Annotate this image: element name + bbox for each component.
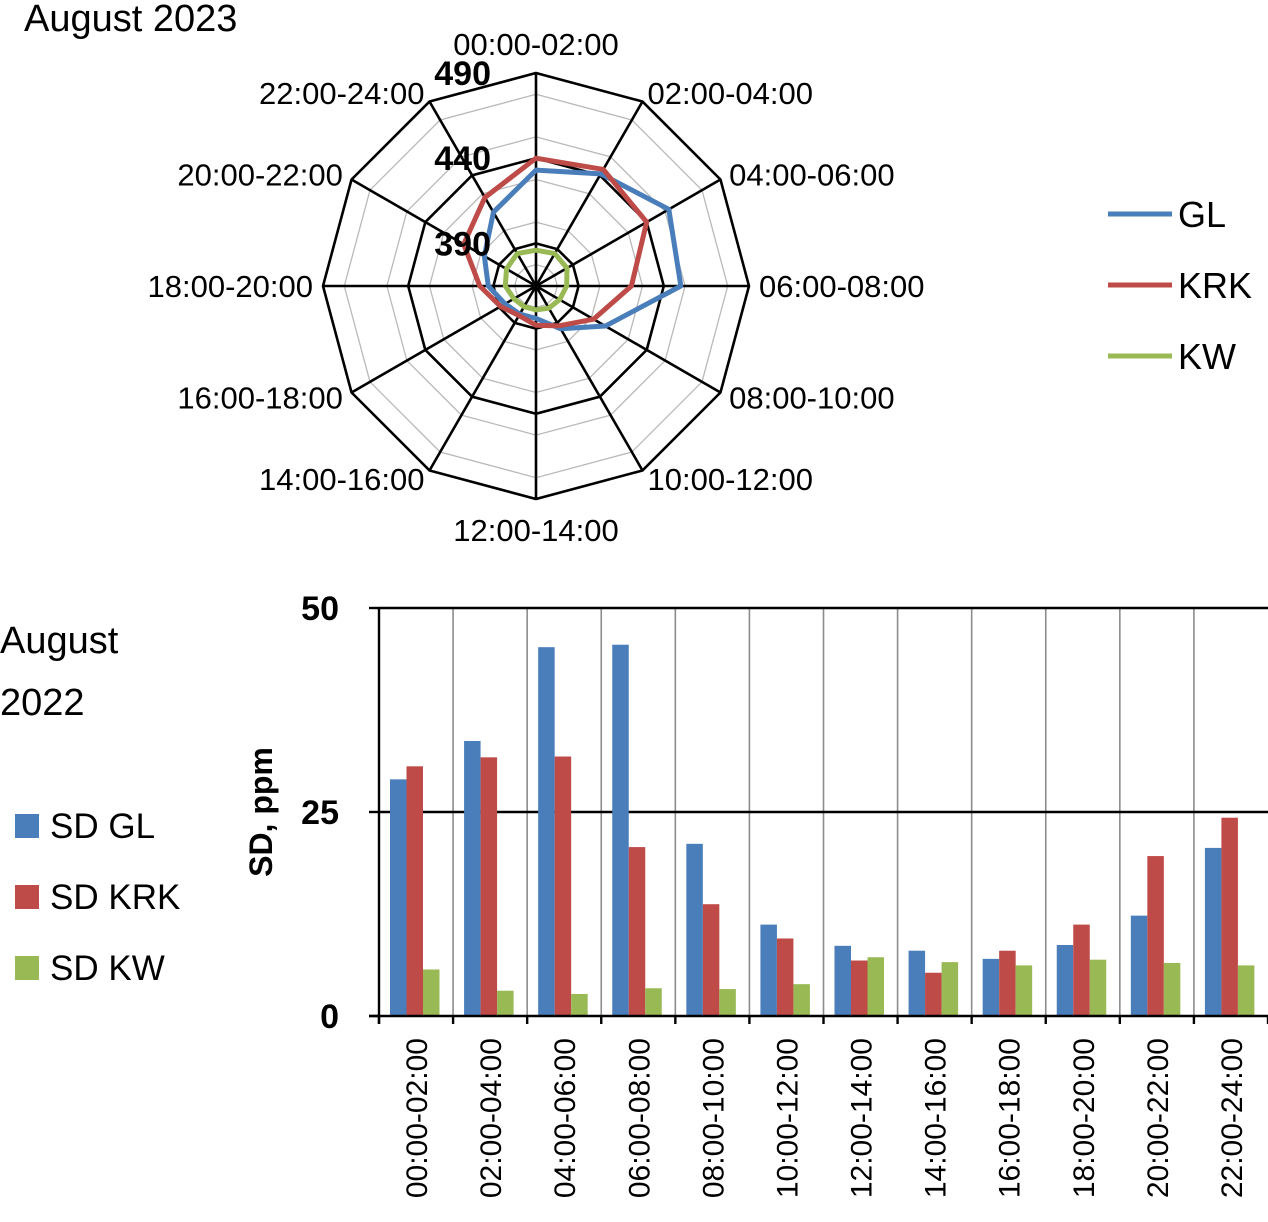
- bar: [793, 984, 810, 1016]
- bar: [941, 962, 959, 1016]
- bar: [390, 779, 407, 1016]
- bar: [1130, 915, 1148, 1016]
- bar-legend-label: SD GL: [50, 807, 155, 846]
- bar: [480, 757, 498, 1016]
- x-tick-label: 00:00-02:00: [401, 1038, 434, 1198]
- x-tick-label: 16:00-18:00: [994, 1038, 1027, 1198]
- radar-category-label: 20:00-22:00: [177, 158, 342, 193]
- bar: [1056, 945, 1074, 1016]
- y-tick-label: 25: [301, 794, 339, 832]
- x-tick-label: 12:00-14:00: [846, 1038, 879, 1198]
- radar-spoke: [534, 285, 644, 472]
- radar-spoke: [350, 284, 537, 394]
- bar: [925, 972, 942, 1016]
- x-tick-label: 22:00-24:00: [1216, 1038, 1249, 1198]
- radar-legend-label: KW: [1178, 336, 1236, 377]
- radar-series-line: [481, 167, 684, 332]
- bar: [571, 993, 588, 1016]
- bar: [908, 950, 926, 1016]
- bar-legend-label: SD KW: [50, 949, 165, 988]
- radar-spoke: [535, 284, 722, 394]
- bar-legend-swatch: [15, 885, 39, 909]
- bar: [406, 766, 423, 1016]
- bar: [497, 990, 514, 1016]
- bar: [554, 756, 572, 1016]
- bar: [1147, 856, 1164, 1016]
- x-tick-label: 20:00-22:00: [1142, 1038, 1175, 1198]
- radar-tick-label: 440: [434, 140, 491, 178]
- bar-legend-swatch: [15, 814, 39, 838]
- bar: [628, 847, 646, 1016]
- y-tick-label: 50: [301, 590, 339, 628]
- x-tick-label: 08:00-10:00: [697, 1038, 730, 1198]
- radar-chart-title: August 2023: [24, 0, 237, 40]
- x-tick-label: 06:00-08:00: [623, 1038, 656, 1198]
- bar: [851, 960, 868, 1016]
- bar: [686, 843, 703, 1016]
- radar-category-label: 06:00-08:00: [759, 269, 924, 304]
- y-tick-label: 0: [320, 998, 339, 1036]
- radar-category-label: 14:00-16:00: [259, 462, 424, 497]
- bar: [776, 938, 794, 1016]
- bar: [702, 904, 720, 1016]
- x-tick-label: 02:00-04:00: [475, 1038, 508, 1198]
- bar: [719, 989, 736, 1016]
- bar: [1089, 959, 1107, 1016]
- radar-legend-label: GL: [1178, 194, 1226, 235]
- bar: [834, 945, 851, 1016]
- radar-tick-label: 490: [434, 55, 491, 93]
- bar: [612, 644, 629, 1016]
- x-tick-label: 04:00-06:00: [549, 1038, 582, 1198]
- bar: [1015, 965, 1033, 1016]
- bar: [538, 647, 555, 1016]
- bar: [464, 741, 481, 1016]
- radar-legend-label: KRK: [1178, 265, 1252, 306]
- bar-chart: August 2022 0 25 50 00:00-02:00 02:00-04:00 0…: [0, 590, 1268, 1198]
- radar-category-label: 02:00-04:00: [648, 76, 813, 111]
- bar: [982, 958, 1000, 1016]
- radar-category-label: 00:00-02:00: [453, 27, 618, 62]
- x-tick-label: 18:00-20:00: [1068, 1038, 1101, 1198]
- radar-category-label: 18:00-20:00: [148, 269, 313, 304]
- radar-category-label: 08:00-10:00: [729, 381, 894, 416]
- bar-legend-swatch: [15, 956, 39, 980]
- bar: [760, 924, 777, 1016]
- radar-category-label: 16:00-18:00: [177, 381, 342, 416]
- radar-category-label: 22:00-24:00: [259, 76, 424, 111]
- bar: [1221, 817, 1238, 1016]
- bar: [423, 969, 440, 1016]
- bar: [1237, 965, 1255, 1016]
- radar-category-label: 10:00-12:00: [648, 462, 813, 497]
- bar-legend-label: SD KRK: [50, 878, 180, 917]
- bar: [645, 988, 662, 1016]
- x-tick-label: 14:00-16:00: [920, 1038, 953, 1198]
- radar-series-line: [502, 247, 570, 313]
- bar: [999, 950, 1016, 1016]
- bar-chart-title: August: [0, 620, 119, 662]
- y-axis-label: SD, ppm: [243, 747, 279, 877]
- radar-category-label: 04:00-06:00: [729, 158, 894, 193]
- bar: [1073, 924, 1090, 1016]
- radar-series-line: [461, 155, 650, 329]
- x-tick-label: 10:00-12:00: [771, 1038, 804, 1198]
- radar-spoke: [535, 178, 722, 288]
- bar: [1204, 847, 1222, 1016]
- radar-category-label: 12:00-14:00: [453, 513, 618, 548]
- bar-chart-title: 2022: [0, 682, 85, 724]
- radar-tick-label: 390: [434, 225, 491, 263]
- bar: [1163, 962, 1181, 1016]
- bar: [867, 957, 884, 1016]
